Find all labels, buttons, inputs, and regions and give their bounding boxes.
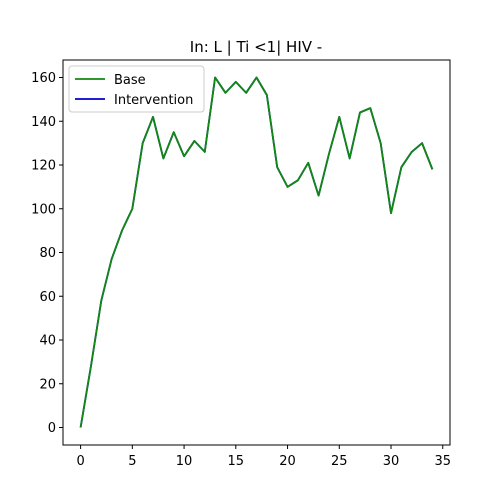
y-tick-label: 40 <box>39 334 56 349</box>
y-axis: 0 20 40 60 80 100 120 140 160 <box>31 71 63 436</box>
x-tick-label: 20 <box>279 454 296 469</box>
x-tick-label: 25 <box>331 454 348 469</box>
legend-label-base: Base <box>114 73 146 88</box>
legend-box <box>68 65 205 113</box>
x-tick-label: 0 <box>76 454 84 469</box>
y-tick-label: 80 <box>39 246 56 261</box>
x-tick-label: 30 <box>383 454 400 469</box>
x-tick-label: 10 <box>176 454 193 469</box>
chart-title: In: L | Ti <1| HIV - <box>190 38 322 56</box>
x-tick-label: 35 <box>434 454 451 469</box>
y-tick-label: 140 <box>31 115 56 130</box>
y-tick-label: 120 <box>31 159 56 174</box>
x-tick-label: 5 <box>128 454 136 469</box>
series-lines <box>79 76 434 428</box>
y-tick-label: 20 <box>39 377 56 392</box>
y-tick-label: 100 <box>31 202 56 217</box>
y-tick-label: 0 <box>48 421 56 436</box>
x-axis: 0 5 10 15 20 25 30 35 <box>76 445 451 469</box>
y-tick-label: 160 <box>31 71 56 86</box>
y-tick-label: 60 <box>39 290 56 305</box>
x-tick-label: 15 <box>228 454 245 469</box>
series-line-base <box>79 76 434 428</box>
legend: Base Intervention <box>68 65 205 113</box>
legend-label-intervention: Intervention <box>114 93 193 108</box>
